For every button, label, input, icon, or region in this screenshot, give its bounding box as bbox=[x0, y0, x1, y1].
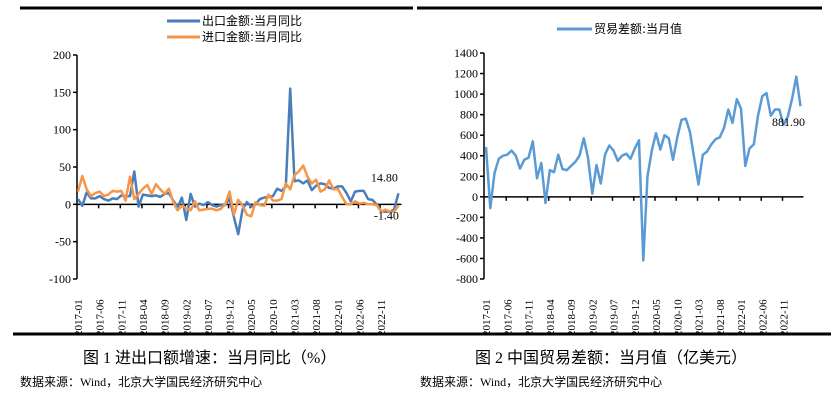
chart2-series-line-1 bbox=[484, 75, 802, 262]
chart1-y-tick-label: 150 bbox=[53, 85, 71, 99]
chart2-legend-label-1: 贸易差额:当月值 bbox=[594, 21, 682, 36]
chart2-x-tick-label: 2022-11 bbox=[779, 300, 791, 336]
chart1-x-tick-label: 2019-07 bbox=[203, 299, 215, 336]
chart2-x-tick-label: 2021-03 bbox=[694, 299, 706, 336]
chart2-x-tick-label: 2018-04 bbox=[545, 299, 557, 336]
chart1-legend-label-2: 进口金额:当月同比 bbox=[202, 29, 302, 44]
chart2-y-tick-label: -600 bbox=[456, 251, 478, 265]
chart1-x-tick-label: 2022-06 bbox=[354, 299, 366, 336]
chart1-x-tick-label: 2019-02 bbox=[181, 299, 193, 336]
chart2-y-tick-label: -800 bbox=[456, 272, 478, 286]
chart2-x-tick-label: 2022-01 bbox=[736, 299, 748, 336]
chart2-y-tick-label: 400 bbox=[460, 149, 478, 163]
chart2-x-tick-label: 2017-01 bbox=[481, 299, 493, 336]
chart1-series-line-1 bbox=[76, 87, 400, 236]
chart1-y-tick-label: -100 bbox=[49, 272, 71, 286]
chart2-x-tick-label: 2019-02 bbox=[587, 299, 599, 336]
chart2-x-tick-label: 2020-10 bbox=[672, 299, 684, 336]
chart2-title: 图 2 中国贸易差额：当月值（亿美元） bbox=[475, 350, 748, 367]
chart2-end-label-1: 881.90 bbox=[772, 115, 805, 129]
chart2-x-tick-label: 2021-08 bbox=[715, 299, 727, 336]
chart2-x-tick-label: 2019-12 bbox=[630, 299, 642, 336]
chart1-source: 数据来源：Wind，北京大学国民经济研究中心 bbox=[20, 375, 263, 389]
chart2-y-tick-label: 1200 bbox=[454, 67, 478, 81]
chart2-y-tick-label: 200 bbox=[460, 169, 478, 183]
chart1-x-tick-label: 2020-10 bbox=[268, 299, 280, 336]
chart1-x-tick-label: 2017-01 bbox=[73, 299, 85, 336]
chart1-end-label-2: -1.40 bbox=[374, 208, 399, 222]
chart1-x-tick-label: 2017-06 bbox=[95, 299, 107, 336]
chart2-y-tick-label: 1400 bbox=[454, 46, 478, 60]
chart2-y-tick-label: -200 bbox=[456, 210, 478, 224]
chart2-source: 数据来源：Wind，北京大学国民经济研究中心 bbox=[420, 375, 663, 389]
chart1-x-tick-label: 2021-03 bbox=[290, 299, 302, 336]
chart1-legend-label-1: 出口金额:当月同比 bbox=[202, 13, 302, 28]
chart1-x-tick-label: 2021-08 bbox=[311, 299, 323, 336]
chart2-y-tick-label: 1000 bbox=[454, 87, 478, 101]
chart1-x-tick-label: 2022-01 bbox=[333, 299, 345, 336]
chart2-x-tick-label: 2017-06 bbox=[502, 299, 514, 336]
chart1-y-tick-label: 200 bbox=[53, 48, 71, 62]
chart2-x-tick-label: 2018-09 bbox=[566, 299, 578, 336]
chart1-x-tick-label: 2022-11 bbox=[376, 300, 388, 336]
chart1-y-tick-label: 100 bbox=[53, 123, 71, 137]
chart1-end-label-1: 14.80 bbox=[371, 170, 398, 184]
chart1-series-line-2 bbox=[76, 164, 400, 218]
chart1-x-tick-label: 2017-11 bbox=[116, 300, 128, 336]
chart2-x-tick-label: 2020-05 bbox=[651, 299, 663, 336]
chart1-x-tick-label: 2018-09 bbox=[160, 299, 172, 336]
chart1-y-tick-label: 50 bbox=[59, 160, 71, 174]
chart2-y-tick-label: 800 bbox=[460, 108, 478, 122]
chart2-y-tick-label: 600 bbox=[460, 128, 478, 142]
chart1-x-tick-label: 2018-04 bbox=[138, 299, 150, 336]
chart1-title: 图 1 进出口额增速：当月同比（%） bbox=[83, 350, 337, 367]
chart2-x-tick-label: 2017-11 bbox=[524, 300, 536, 336]
chart1-x-tick-label: 2020-05 bbox=[246, 299, 258, 336]
chart1-y-tick-label: -50 bbox=[55, 235, 71, 249]
chart2-y-tick-label: 0 bbox=[472, 190, 478, 204]
chart2-y-tick-label: -400 bbox=[456, 231, 478, 245]
chart2-x-tick-label: 2019-07 bbox=[609, 299, 621, 336]
chart1-x-tick-label: 2019-12 bbox=[225, 299, 237, 336]
chart1-y-tick-label: 0 bbox=[65, 197, 71, 211]
chart2-x-tick-label: 2022-06 bbox=[757, 299, 769, 336]
